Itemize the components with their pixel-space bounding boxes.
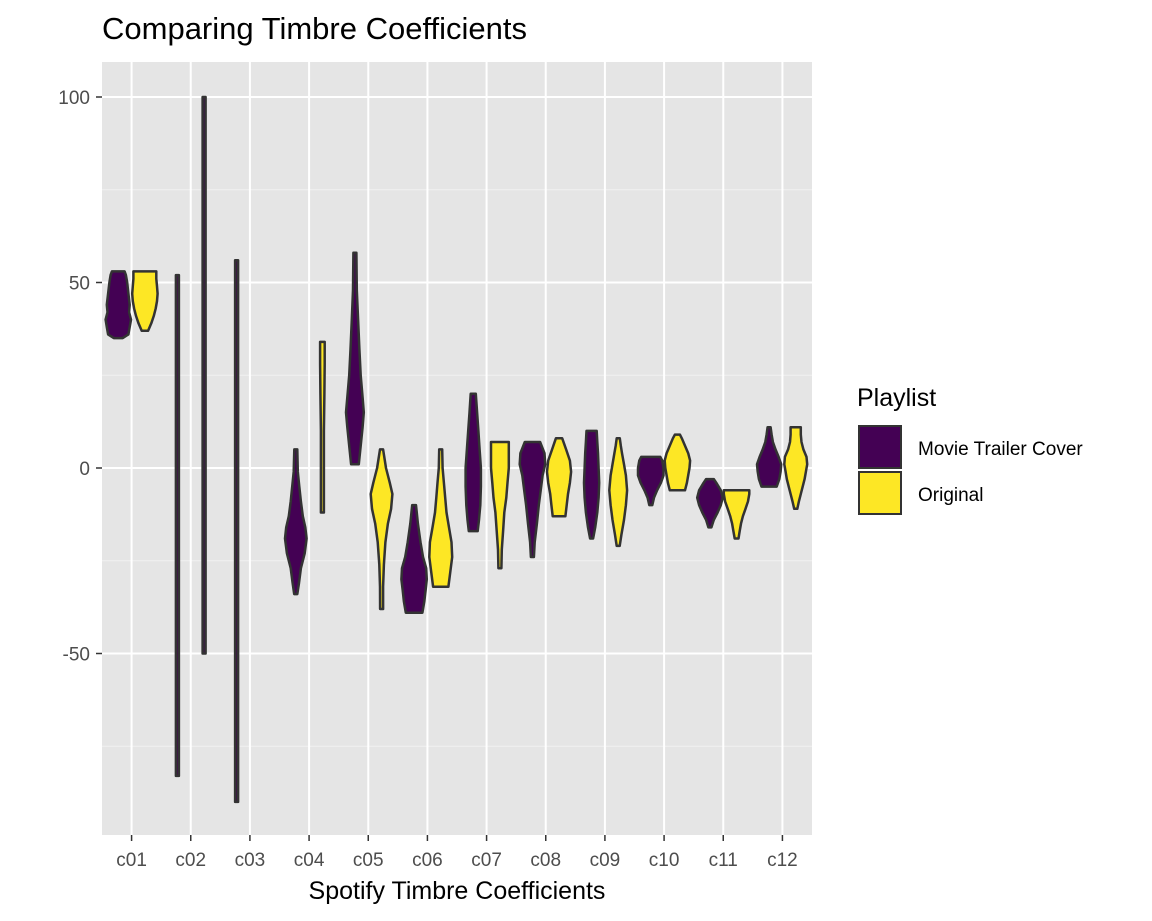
y-tick-label: 0: [79, 459, 90, 480]
x-tick-label: c05: [353, 850, 384, 871]
violin-c11-original: [722, 489, 751, 540]
violin-c05-original: [369, 448, 394, 611]
x-tick-label: c11: [709, 850, 738, 871]
violin-c10-original: [663, 433, 692, 492]
violin-c06-movie-trailer-cover: [400, 503, 429, 614]
violin-c01-movie-trailer-cover: [104, 270, 133, 340]
violin-c08-original: [545, 437, 573, 518]
violin-c02-movie-trailer-cover: [201, 95, 207, 655]
x-axis-title: Spotify Timbre Coefficients: [309, 877, 606, 905]
violin-c03-movie-trailer-cover: [233, 258, 240, 804]
x-tick-label: c01: [116, 850, 147, 871]
legend-label-original: Original: [918, 485, 983, 506]
chart-title: Comparing Timbre Coefficients: [102, 11, 527, 46]
x-tick-label: c04: [294, 850, 325, 871]
axis-ticks: 100 50 0 -50 c01 c02 c03 c04 c05 c06 c07 c08 c09 c10 c…: [58, 88, 797, 871]
x-tick-label: c09: [590, 850, 621, 871]
violin-c06-original: [428, 448, 454, 588]
legend-key-movie-trailer-cover: [858, 425, 902, 469]
legend-title: Playlist: [857, 384, 936, 412]
violin-c12-movie-trailer-cover: [755, 425, 783, 488]
x-tick-label: c02: [175, 850, 206, 871]
violin-c05-movie-trailer-cover: [344, 251, 366, 466]
violin-c04-original: [318, 340, 326, 514]
violin-c10-movie-trailer-cover: [636, 455, 665, 507]
violin-c02-movie-trailer-cover: [174, 273, 181, 778]
y-tick-label: -50: [63, 645, 90, 666]
grid-lines: [102, 62, 812, 835]
plot-panel: [102, 62, 812, 835]
x-tick-label: c06: [412, 850, 443, 871]
x-tick-label: c03: [235, 850, 266, 871]
legend: Playlist Movie Trailer Cover Original: [857, 384, 1083, 515]
legend-label-movie-trailer-cover: Movie Trailer Cover: [918, 439, 1083, 460]
violin-c07-original: [489, 440, 511, 570]
x-tick-label: c12: [767, 850, 798, 871]
violin-c01-original: [130, 270, 159, 332]
x-tick-label: c08: [530, 850, 561, 871]
violin-c08-movie-trailer-cover: [518, 440, 547, 559]
violins: [104, 95, 809, 804]
y-tick-label: 100: [58, 88, 90, 109]
violin-c09-movie-trailer-cover: [582, 429, 601, 540]
x-tick-label: c10: [649, 850, 680, 871]
violin-c09-original: [608, 437, 629, 548]
violin-c12-original: [783, 425, 809, 511]
legend-key-original: [858, 471, 902, 515]
violin-c07-movie-trailer-cover: [464, 392, 483, 533]
violin-c04-movie-trailer-cover: [283, 448, 308, 596]
x-tick-label: c07: [471, 850, 502, 871]
y-tick-label: 50: [69, 274, 90, 295]
violin-c11-movie-trailer-cover: [695, 477, 724, 529]
